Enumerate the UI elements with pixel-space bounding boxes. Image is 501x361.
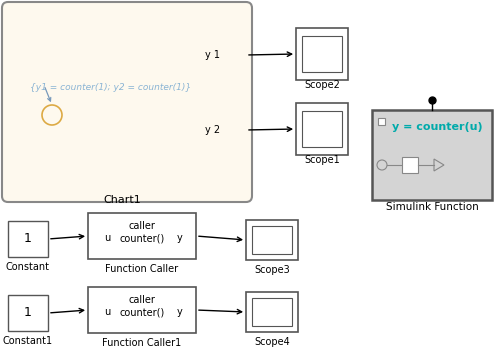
FancyBboxPatch shape xyxy=(8,221,48,257)
FancyBboxPatch shape xyxy=(302,36,342,72)
Text: y = counter(u): y = counter(u) xyxy=(392,122,482,132)
FancyBboxPatch shape xyxy=(372,110,492,200)
FancyBboxPatch shape xyxy=(252,226,292,254)
Text: u: u xyxy=(104,233,111,243)
Text: y: y xyxy=(177,233,183,243)
Text: Function Caller1: Function Caller1 xyxy=(102,338,182,348)
Text: Simulink Function: Simulink Function xyxy=(386,202,478,212)
Text: counter(): counter() xyxy=(119,307,165,317)
FancyBboxPatch shape xyxy=(88,213,196,259)
FancyBboxPatch shape xyxy=(296,28,348,80)
Text: Constant: Constant xyxy=(6,262,50,272)
Text: counter(): counter() xyxy=(119,233,165,243)
Text: Scope4: Scope4 xyxy=(254,337,290,347)
Text: u: u xyxy=(104,307,111,317)
Text: Function Caller: Function Caller xyxy=(105,264,178,274)
FancyBboxPatch shape xyxy=(302,111,342,147)
Text: Scope2: Scope2 xyxy=(304,80,340,90)
FancyBboxPatch shape xyxy=(88,287,196,333)
FancyBboxPatch shape xyxy=(246,220,298,260)
Text: Scope3: Scope3 xyxy=(254,265,290,275)
Text: {y1 = counter(1); y2 = counter(1)}: {y1 = counter(1); y2 = counter(1)} xyxy=(30,83,191,92)
Bar xyxy=(378,118,385,125)
FancyBboxPatch shape xyxy=(252,298,292,326)
Text: 1: 1 xyxy=(24,306,32,319)
FancyBboxPatch shape xyxy=(246,292,298,332)
Text: 1: 1 xyxy=(24,232,32,245)
Text: y: y xyxy=(177,307,183,317)
FancyBboxPatch shape xyxy=(8,295,48,331)
Text: caller: caller xyxy=(129,295,155,305)
Text: y 2: y 2 xyxy=(205,125,220,135)
FancyBboxPatch shape xyxy=(296,103,348,155)
Text: y 1: y 1 xyxy=(205,50,220,60)
FancyBboxPatch shape xyxy=(2,2,252,202)
Text: caller: caller xyxy=(129,221,155,231)
Bar xyxy=(402,157,418,173)
Text: Scope1: Scope1 xyxy=(304,155,340,165)
Text: Chart1: Chart1 xyxy=(103,195,141,205)
Text: Constant1: Constant1 xyxy=(3,336,53,346)
